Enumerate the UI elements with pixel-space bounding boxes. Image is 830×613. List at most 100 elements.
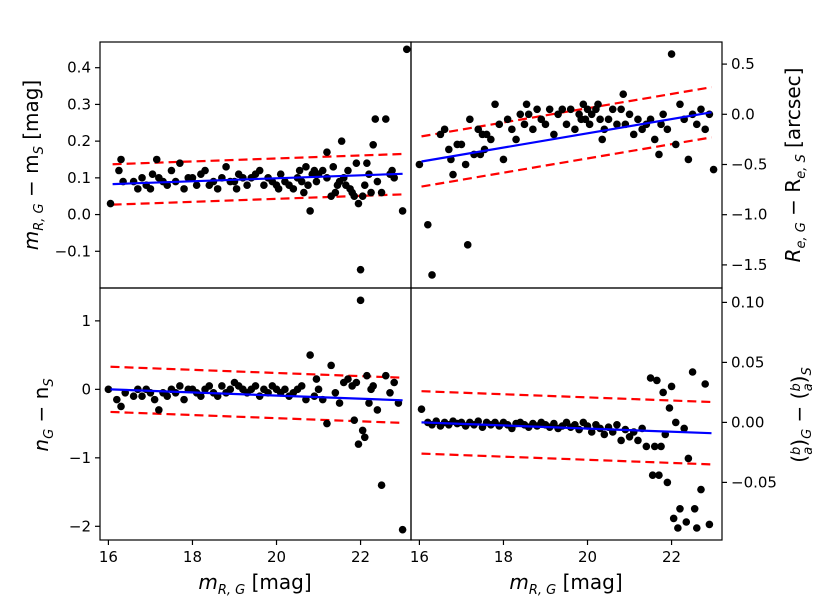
- data-point: [692, 524, 701, 532]
- fit-line: [421, 421, 712, 435]
- data-point: [192, 181, 201, 189]
- x-tick-label: 22: [662, 548, 681, 566]
- xlabel-bottom-left: mR, G [mag]: [198, 570, 311, 598]
- plot-area: [106, 45, 411, 274]
- data-point: [659, 388, 667, 397]
- data-point: [520, 120, 529, 129]
- data-point: [657, 120, 665, 129]
- data-point: [466, 115, 474, 124]
- upper-bound-line: [110, 365, 403, 379]
- data-point: [377, 188, 386, 197]
- data-point: [674, 524, 682, 532]
- data-point: [587, 428, 596, 436]
- y-tick-label: 0.2: [67, 132, 91, 150]
- data-point: [367, 188, 375, 197]
- lower-bound-line: [421, 136, 712, 188]
- data-point: [529, 125, 537, 134]
- data-point: [697, 105, 705, 114]
- data-point: [613, 421, 621, 429]
- data-point: [550, 130, 558, 139]
- data-point: [354, 199, 363, 208]
- data-point: [558, 105, 567, 114]
- data-point: [495, 120, 504, 129]
- data-point: [562, 120, 571, 129]
- data-point: [650, 135, 659, 144]
- data-point: [463, 241, 472, 249]
- data-point: [676, 505, 684, 513]
- data-point: [138, 392, 146, 400]
- y-tick-label: 0.4: [67, 59, 91, 77]
- data-point: [314, 385, 323, 394]
- panel-frame: [410, 287, 723, 541]
- y-tick-label: 0.05: [731, 353, 764, 371]
- data-point: [115, 166, 123, 175]
- data-point: [617, 105, 625, 114]
- data-point: [516, 110, 525, 119]
- data-point: [117, 402, 125, 411]
- data-point: [205, 382, 214, 390]
- data-point: [302, 163, 310, 171]
- data-point: [255, 166, 264, 175]
- data-point: [508, 125, 516, 134]
- data-point: [428, 271, 436, 279]
- y-tick-label: −2: [69, 517, 91, 535]
- y-tick-label: −1: [69, 449, 91, 467]
- data-point: [312, 375, 321, 383]
- data-point: [106, 199, 115, 208]
- xlabel-bottom-right: mR, G [mag]: [509, 570, 622, 598]
- data-point: [634, 436, 642, 445]
- data-point: [104, 385, 113, 394]
- data-point: [461, 160, 470, 169]
- data-point: [155, 406, 163, 414]
- data-point: [226, 385, 235, 394]
- data-point: [482, 130, 491, 139]
- data-point: [655, 150, 663, 159]
- data-point: [440, 125, 449, 134]
- y-tick-label: −0.5: [731, 155, 767, 173]
- data-point: [333, 181, 342, 189]
- panel-bottom-right: −0.05 0.00 0.05 0.10 16 18 20 22: [410, 287, 777, 566]
- data-point: [281, 385, 289, 394]
- data-point: [304, 181, 312, 189]
- data-point: [386, 388, 394, 397]
- data-point: [398, 207, 407, 215]
- y-tick-label: 0.5: [731, 55, 755, 73]
- data-point: [522, 100, 531, 109]
- y-tick-label: −0.1: [55, 242, 91, 260]
- data-point: [417, 405, 426, 414]
- data-point: [692, 120, 701, 129]
- panel-bottom-left: −2 −1 0 1 16 18 20 22: [69, 287, 412, 566]
- data-point: [363, 371, 371, 380]
- ylabel-bottom-left: nG − nS: [29, 378, 57, 451]
- data-point: [688, 368, 697, 376]
- data-point: [655, 471, 663, 480]
- data-point: [300, 188, 308, 197]
- data-point: [583, 105, 592, 114]
- data-point: [587, 110, 596, 119]
- upper-bound-line: [112, 152, 403, 166]
- data-point: [650, 442, 659, 451]
- data-point: [585, 120, 594, 129]
- data-point: [398, 525, 407, 534]
- data-point: [619, 90, 628, 99]
- data-point: [213, 185, 222, 193]
- panel-frame: [410, 41, 723, 289]
- data-point: [371, 115, 380, 123]
- data-point: [625, 110, 634, 119]
- data-point: [545, 105, 554, 114]
- data-point: [152, 155, 161, 164]
- data-point: [657, 442, 665, 451]
- data-point: [360, 433, 369, 442]
- data-point: [358, 192, 367, 201]
- data-point: [354, 440, 363, 448]
- data-point: [188, 174, 197, 182]
- data-point: [554, 110, 562, 119]
- panel-top-left: −0.1 0.0 0.1 0.2 0.3 0.4: [55, 41, 412, 289]
- data-point: [705, 520, 714, 529]
- data-point: [367, 385, 375, 394]
- data-point: [596, 115, 604, 124]
- data-point: [323, 148, 331, 156]
- data-point: [363, 159, 371, 167]
- data-point: [260, 181, 268, 189]
- panel-top-right: −1.5 −1.0 −0.5 0.0 0.5: [410, 41, 767, 289]
